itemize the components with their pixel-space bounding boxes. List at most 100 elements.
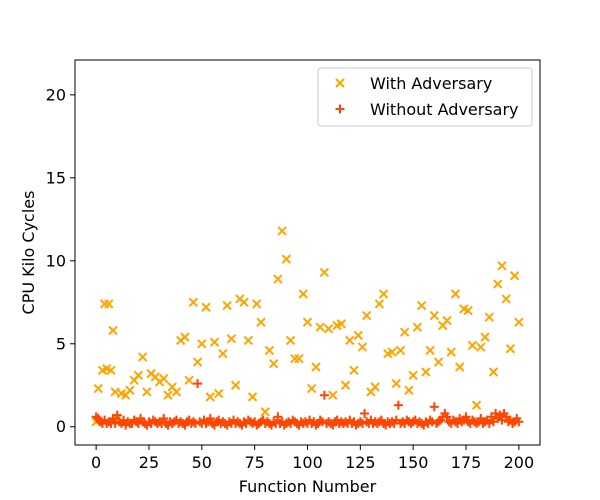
with-adversary-point xyxy=(110,387,120,397)
x-tick-label: 50 xyxy=(192,453,212,472)
with-adversary-point xyxy=(214,388,224,399)
with-adversary-point xyxy=(353,330,363,341)
with-adversary-point xyxy=(180,332,190,342)
without-adversary-point xyxy=(514,417,524,427)
with-adversary-point xyxy=(357,342,368,352)
with-adversary-point xyxy=(239,297,249,307)
with-adversary-point xyxy=(205,392,215,402)
without-adversary-point xyxy=(429,402,439,412)
with-adversary-point xyxy=(184,375,194,385)
with-adversary-point xyxy=(264,345,275,356)
with-adversary-point xyxy=(285,335,296,346)
without-adversary-point xyxy=(453,418,463,428)
without-adversary-point xyxy=(193,379,203,389)
with-adversary-point xyxy=(391,378,401,389)
without-adversary-point xyxy=(159,413,169,423)
with-adversary-point xyxy=(323,324,334,334)
legend-plus-marker-icon xyxy=(335,104,345,114)
x-tick-label: 0 xyxy=(91,453,101,472)
with-adversary-point xyxy=(108,325,118,336)
y-tick-label: 5 xyxy=(56,334,66,353)
with-adversary-point xyxy=(345,335,355,346)
with-adversary-point xyxy=(340,380,351,390)
with-adversary-point xyxy=(467,340,478,351)
with-adversary-point xyxy=(311,362,321,372)
legend-marker-with-adversary xyxy=(335,78,345,88)
legend-box xyxy=(317,67,533,127)
with-adversary-point xyxy=(273,274,283,284)
with-adversary-point xyxy=(104,299,114,309)
y-axis-label: CPU Kilo Cycles xyxy=(19,191,38,315)
without-adversary-point xyxy=(360,408,370,418)
with-adversary-point xyxy=(416,300,427,311)
with-adversary-point xyxy=(218,349,228,359)
x-tick-label: 25 xyxy=(139,453,159,472)
with-adversary-point xyxy=(188,297,199,307)
without-adversary-point xyxy=(273,412,283,422)
with-adversary-point xyxy=(142,387,152,397)
with-adversary-point xyxy=(378,289,389,299)
with-adversary-point xyxy=(106,365,116,376)
with-adversary-point xyxy=(201,302,211,312)
with-adversary-point xyxy=(243,335,254,346)
without-adversary-point xyxy=(205,413,215,423)
with-adversary-point xyxy=(400,327,410,337)
x-tick-label: 125 xyxy=(345,453,376,472)
with-adversary-point xyxy=(412,322,423,332)
with-adversary-point xyxy=(349,365,359,376)
with-adversary-point xyxy=(361,310,372,321)
with-adversary-point xyxy=(404,385,414,395)
with-adversary-point xyxy=(408,370,418,381)
with-adversary-point xyxy=(425,345,435,356)
legend-label-without-adversary: Without Adversary xyxy=(370,100,519,119)
x-tick-label: 200 xyxy=(504,453,535,472)
without-adversary-point xyxy=(495,410,505,420)
with-adversary-point xyxy=(484,312,494,322)
with-adversary-point xyxy=(192,357,203,367)
with-adversary-point xyxy=(514,317,524,327)
with-adversary-point xyxy=(476,342,486,352)
with-adversary-point xyxy=(454,362,465,372)
with-adversary-point xyxy=(395,345,406,356)
with-adversary-point xyxy=(429,310,440,321)
without-adversary-point xyxy=(461,412,471,422)
with-adversary-point xyxy=(260,407,270,417)
with-adversary-point xyxy=(247,392,258,402)
with-adversary-point xyxy=(268,358,279,369)
x-tick-label: 175 xyxy=(451,453,482,472)
with-adversary-point xyxy=(501,294,511,304)
with-adversary-point xyxy=(328,390,338,400)
with-adversary-point xyxy=(374,299,385,309)
without-adversary-point xyxy=(119,415,129,425)
with-adversary-point xyxy=(307,383,317,394)
with-adversary-point xyxy=(256,317,266,327)
with-adversary-point xyxy=(133,370,144,381)
with-adversary-point xyxy=(336,319,347,329)
with-adversary-point xyxy=(281,254,292,264)
x-axis-label: Function Number xyxy=(239,477,377,496)
with-adversary-point xyxy=(226,334,237,344)
with-adversary-point xyxy=(197,339,207,349)
legend-marker-without-adversary xyxy=(335,104,345,114)
with-adversary-point xyxy=(446,347,456,357)
with-adversary-point xyxy=(209,337,220,347)
with-adversary-point xyxy=(315,322,325,332)
y-tick-label: 20 xyxy=(46,85,66,104)
legend-x-marker-icon xyxy=(335,78,345,88)
x-tick-label: 100 xyxy=(292,453,323,472)
data-marks xyxy=(91,226,524,430)
with-adversary-point xyxy=(471,400,482,410)
without-adversary-point xyxy=(491,408,501,418)
y-axis-ticks: 0 5 10 15 20 xyxy=(46,85,75,436)
with-adversary-point xyxy=(497,261,507,271)
with-adversary-point xyxy=(222,300,232,311)
with-adversary-point xyxy=(387,347,397,357)
with-adversary-point xyxy=(171,387,182,397)
without-adversary-point xyxy=(484,418,494,428)
x-axis-ticks: 0 25 50 75 100 125 150 175 200 xyxy=(91,445,534,472)
with-adversary-point xyxy=(294,353,304,364)
x-tick-label: 75 xyxy=(244,453,264,472)
x-tick-label: 150 xyxy=(398,453,429,472)
with-adversary-point xyxy=(509,271,520,281)
